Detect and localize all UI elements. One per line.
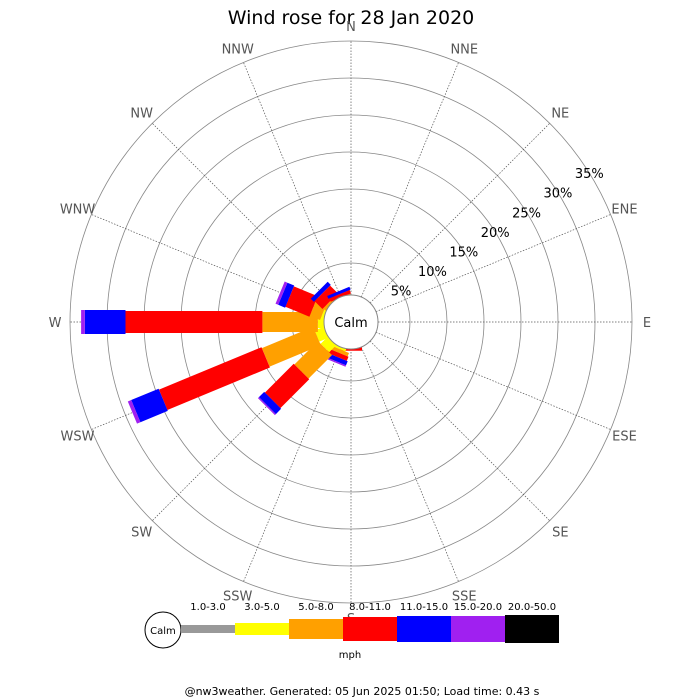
direction-label-wnw: WNW [60, 203, 96, 218]
bar-nw-bin-4 [310, 281, 331, 302]
bar-sw-bin-2 [294, 341, 332, 379]
spoke-nne [350, 62, 459, 323]
direction-labels: NNNENEENEEESESESSESSSWSWWSWWWNWNWNNW [49, 20, 652, 627]
bar-sw-bin-4 [258, 391, 282, 415]
direction-label-e: E [643, 316, 651, 331]
direction-label-ese: ESE [612, 429, 637, 444]
bar-sw-bin-3 [264, 363, 310, 409]
spoke-nw [152, 123, 352, 323]
bar-ssw-bin-2 [329, 345, 349, 357]
bar-wsw-bin-2 [261, 326, 321, 367]
spoke-wnw [91, 214, 352, 323]
legend-label-1: 3.0-5.0 [244, 602, 279, 613]
direction-label-w: W [49, 316, 62, 331]
bar-nnw-bin-3 [329, 289, 351, 302]
spoke-ssw [243, 321, 352, 582]
ring-label-5: 5% [391, 285, 412, 300]
legend-label-5: 15.0-20.0 [454, 602, 502, 613]
polar-grid [69, 40, 633, 604]
ring-label-20: 20% [481, 226, 510, 241]
direction-label-nw: NW [130, 107, 153, 122]
ring-label-10: 10% [418, 265, 447, 280]
bar-w-bin-5 [81, 310, 85, 334]
spoke-sse [350, 321, 459, 582]
spoke-ne [350, 123, 550, 323]
bar-wnw-bin-4 [278, 282, 295, 308]
legend-label-3: 8.0-11.0 [349, 602, 391, 613]
legend-swatch-1 [235, 623, 289, 635]
direction-label-nne: NNE [450, 43, 478, 58]
bar-ssw-bin-5 [323, 356, 346, 367]
direction-label-ssw: SSW [223, 589, 253, 604]
bar-wsw-bin-5 [127, 400, 141, 424]
bar-wsw-bin-3 [159, 347, 270, 410]
ring-label-15: 15% [449, 246, 478, 261]
bar-nnw-bin-4 [327, 286, 351, 299]
bar-ssw-bin-3 [326, 348, 349, 361]
bar-w-bin-2 [262, 312, 318, 332]
legend-calm-label: Calm [150, 626, 176, 637]
footer-text: @nw3weather. Generated: 05 Jun 2025 01:5… [185, 685, 540, 698]
wind-bars [81, 281, 362, 424]
bar-wnw-bin-5 [275, 281, 288, 305]
direction-label-sw: SW [131, 525, 152, 540]
speed-legend: Calm mph 1.0-3.0 3.0-5.0 5.0-8.0 8.0-11.0 11… [144, 602, 559, 661]
bar-wsw-bin-4 [131, 388, 168, 423]
spoke-nnw [243, 62, 352, 323]
bar-nw-bin-3 [314, 285, 338, 309]
legend-label-2: 5.0-8.0 [298, 602, 333, 613]
legend-label-4: 11.0-15.0 [400, 602, 448, 613]
legend-swatch-0 [181, 625, 235, 633]
spoke-ese [350, 321, 611, 430]
spoke-ene [350, 214, 611, 323]
bar-wnw-bin-3 [285, 286, 318, 317]
bar-w-bin-3 [125, 311, 263, 333]
spoke-sw [152, 321, 352, 521]
ring-label-35: 35% [575, 167, 604, 182]
legend-swatch-4 [397, 616, 451, 642]
direction-label-wsw: WSW [61, 429, 95, 444]
ring-label-30: 30% [543, 187, 572, 202]
legend-swatch-2 [289, 619, 343, 639]
grid-ring-35 [69, 40, 633, 604]
direction-label-sse: SSE [452, 589, 477, 604]
direction-label-n: N [346, 20, 356, 35]
bar-sw-bin-5 [257, 397, 276, 416]
direction-label-ne: NE [551, 107, 569, 122]
direction-label-ene: ENE [611, 203, 637, 218]
bar-w-bin-4 [84, 310, 126, 334]
calm-center: Calm [323, 294, 379, 350]
legend-label-0: 1.0-3.0 [190, 602, 225, 613]
ring-labels: 5% 10%15%20%25%30%35% [391, 167, 604, 300]
ring-label-25: 25% [512, 206, 541, 221]
legend-swatch-3 [343, 617, 397, 641]
chart-title: Wind rose for 28 Jan 2020 [228, 7, 475, 29]
calm-label: Calm [334, 316, 367, 331]
direction-label-se: SE [552, 525, 568, 540]
legend-unit: mph [339, 650, 361, 661]
spoke-se [350, 321, 550, 521]
legend-label-6: 20.0-50.0 [508, 602, 556, 613]
legend-swatch-6 [505, 615, 559, 643]
direction-label-nnw: NNW [222, 43, 254, 58]
legend-swatch-5 [451, 616, 505, 642]
